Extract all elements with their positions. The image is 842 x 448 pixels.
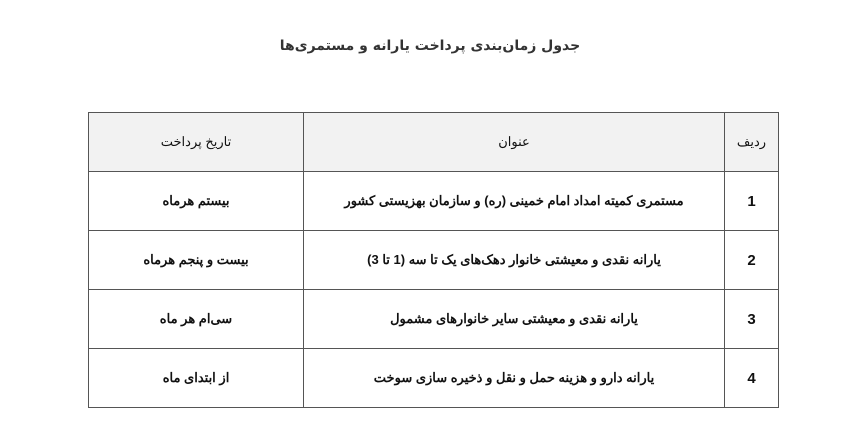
table-row: 1 مستمری کمیته امداد امام خمینی (ره) و س… [88,171,779,231]
row-date: بیستم هرماه [88,171,304,231]
row-number: 4 [724,348,779,408]
header-payment-date: تاریخ پرداخت [88,112,304,172]
row-title: یارانه نقدی و معیشتی سایر خانوارهای مشمو… [303,289,725,349]
row-number: 2 [724,230,779,290]
table-row: 3 یارانه نقدی و معیشتی سایر خانوارهای مش… [88,289,779,349]
row-date: از ابتدای ماه [88,348,304,408]
row-title: یارانه دارو و هزینه حمل و نقل و ذخیره سا… [303,348,725,408]
payment-schedule-table: ردیف عنوان تاریخ پرداخت 1 مستمری کمیته ا… [88,112,779,408]
page-title: جدول زمان‌بندی پرداخت یارانه و مستمری‌ها [279,38,581,54]
row-number: 3 [724,289,779,349]
table-row: 2 یارانه نقدی و معیشتی خانوار دهک‌های یک… [88,230,779,290]
row-date: سی‌ام هر ماه [88,289,304,349]
header-title: عنوان [303,112,725,172]
row-date: بیست و پنجم هرماه [88,230,304,290]
header-row-number: ردیف [724,112,779,172]
row-title: مستمری کمیته امداد امام خمینی (ره) و ساز… [303,171,725,231]
table-row: 4 یارانه دارو و هزینه حمل و نقل و ذخیره … [88,348,779,408]
row-number: 1 [724,171,779,231]
table-header-row: ردیف عنوان تاریخ پرداخت [88,112,779,172]
row-title: یارانه نقدی و معیشتی خانوار دهک‌های یک ت… [303,230,725,290]
